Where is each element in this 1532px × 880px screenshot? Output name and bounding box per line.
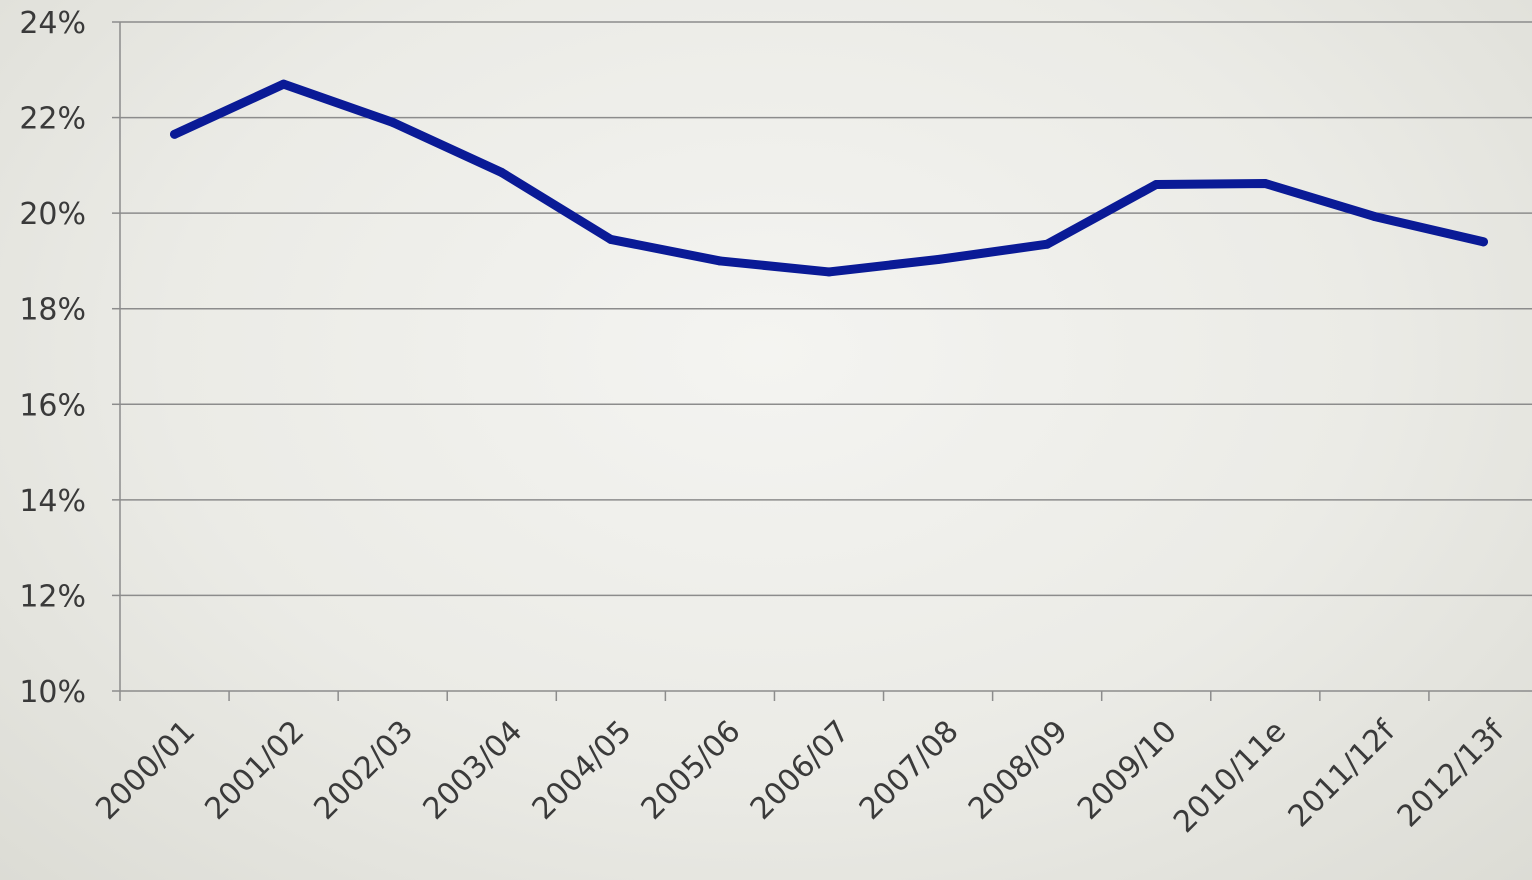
x-tick-label: 2004/05 [526,714,639,827]
data-point-2006-07 [824,267,834,277]
x-tick-label: 2001/02 [198,714,311,827]
series-group [170,79,1488,277]
y-tick-label: 18% [19,293,86,328]
x-tick-label: 2000/01 [89,714,202,827]
x-tick-label: 2012/13f [1391,713,1512,834]
series-line [170,79,1488,277]
data-point-2002-03 [388,117,398,127]
axes [112,21,1532,692]
data-point-2009-10 [1151,179,1161,189]
x-tick-label: 2002/03 [307,714,420,827]
data-point-2001-02 [279,79,289,89]
x-axis-tick-labels: 2000/012001/022002/032003/042004/052005/… [89,713,1512,840]
data-point-2007-08 [933,254,943,264]
data-point-2010-11e [1260,179,1270,189]
data-point-2003-04 [497,168,507,178]
y-tick-label: 14% [19,484,86,519]
data-point-2011-12f [1369,211,1379,221]
x-tick-label: 2005/06 [635,714,748,827]
data-point-2005-06 [715,256,725,266]
x-tick-label: 2008/09 [962,714,1075,827]
y-tick-label: 22% [19,102,86,137]
data-point-2012-13f [1478,237,1488,247]
y-axis-tick-labels: 10% 12% 14% 16% 18% 20% 22% 24% [19,6,86,710]
x-tick-label: 2011/12f [1282,713,1403,834]
x-tick-label: 2007/08 [853,714,966,827]
data-point-2004-05 [606,234,616,244]
x-tick-label: 2003/04 [417,714,530,827]
x-tick-label: 2009/10 [1071,714,1184,827]
y-tick-label: 24% [19,6,86,41]
x-axis-ticks [119,691,1430,701]
data-point-2000-01 [170,129,180,139]
data-point-2008-09 [1042,239,1052,249]
y-tick-label: 10% [19,675,86,710]
gridlines [120,21,1532,597]
x-tick-label: 2010/11e [1167,714,1293,840]
y-tick-label: 12% [19,579,86,614]
x-tick-label: 2006/07 [744,714,857,827]
y-tick-label: 16% [19,388,86,423]
y-tick-label: 20% [19,197,86,232]
